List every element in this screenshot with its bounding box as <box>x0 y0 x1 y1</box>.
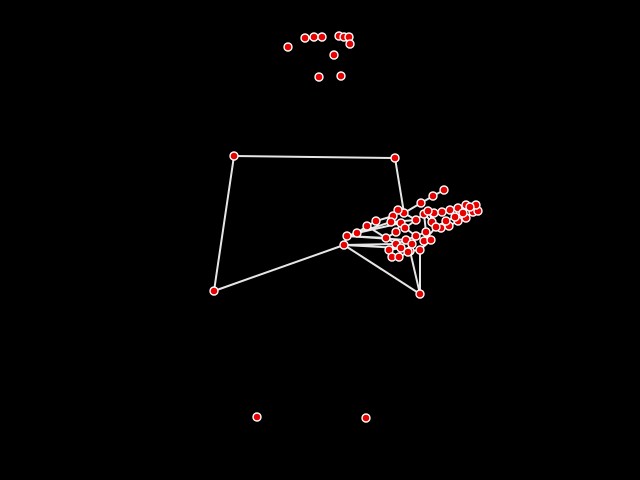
graph-node[interactable] <box>336 71 346 81</box>
graph-node[interactable] <box>396 243 406 253</box>
graph-node[interactable] <box>428 191 438 201</box>
graph-node[interactable] <box>386 217 396 227</box>
graph-node[interactable] <box>317 32 327 42</box>
graph-node[interactable] <box>415 289 425 299</box>
graph-node[interactable] <box>390 153 400 163</box>
graph-node[interactable] <box>314 72 324 82</box>
graph-node[interactable] <box>329 50 339 60</box>
graph-node[interactable] <box>437 207 447 217</box>
graph-node[interactable] <box>415 245 425 255</box>
graph-node[interactable] <box>339 240 349 250</box>
graph-node[interactable] <box>391 227 401 237</box>
graph-node[interactable] <box>381 233 391 243</box>
graph-node[interactable] <box>423 206 433 216</box>
graph-node[interactable] <box>407 239 417 249</box>
graph-node[interactable] <box>342 231 352 241</box>
graph-node[interactable] <box>229 151 239 161</box>
graph-node[interactable] <box>465 202 475 212</box>
graph-node[interactable] <box>421 227 431 237</box>
graph-node[interactable] <box>362 221 372 231</box>
graph-node[interactable] <box>441 216 451 226</box>
graph-node[interactable] <box>393 205 403 215</box>
graph-edge <box>233 155 396 159</box>
graph-node[interactable] <box>283 42 293 52</box>
graph-node[interactable] <box>361 413 371 423</box>
graph-node[interactable] <box>426 235 436 245</box>
graph-node[interactable] <box>450 212 460 222</box>
graph-node[interactable] <box>431 222 441 232</box>
graph-edge <box>409 250 421 295</box>
graph-edge <box>343 244 421 295</box>
graph-node[interactable] <box>394 252 404 262</box>
graph-node[interactable] <box>209 286 219 296</box>
graph-node[interactable] <box>400 223 410 233</box>
node-layer <box>209 31 483 423</box>
graph-edge <box>213 244 345 292</box>
graph-node[interactable] <box>445 205 455 215</box>
graph-node[interactable] <box>345 39 355 49</box>
graph-node[interactable] <box>416 198 426 208</box>
graph-edge <box>394 157 405 214</box>
graph-node[interactable] <box>439 185 449 195</box>
graph-node[interactable] <box>458 208 468 218</box>
graph-node[interactable] <box>252 412 262 422</box>
graph-node[interactable] <box>309 32 319 42</box>
graph-node[interactable] <box>352 228 362 238</box>
graph-node[interactable] <box>411 215 421 225</box>
graph-node[interactable] <box>300 33 310 43</box>
graph-node[interactable] <box>403 247 413 257</box>
graph-edge <box>213 155 235 292</box>
graph-node[interactable] <box>411 231 421 241</box>
graph-node[interactable] <box>371 216 381 226</box>
